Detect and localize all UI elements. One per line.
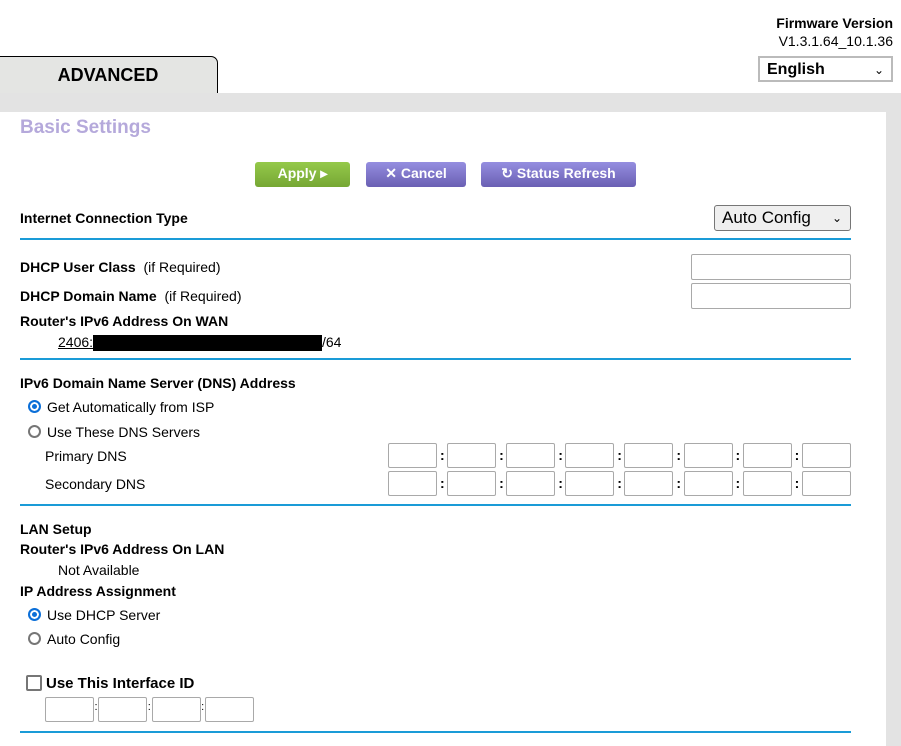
cancel-label: Cancel xyxy=(400,165,447,181)
colon-separator: : xyxy=(499,475,504,491)
primary-dns-segment-input[interactable] xyxy=(801,443,851,468)
colon-separator: : xyxy=(735,475,741,491)
colon-separator: : xyxy=(147,701,151,713)
colon-separator: : xyxy=(617,475,622,491)
close-icon: ✕ xyxy=(385,165,397,181)
lan-address-label: Router's IPv6 Address On LAN xyxy=(20,541,225,557)
status-refresh-button[interactable]: ↻ Status Refresh xyxy=(481,162,636,187)
interface-id-segment-input[interactable] xyxy=(45,697,94,722)
connection-type-value: Auto Config xyxy=(722,208,811,227)
chevron-down-icon: ⌄ xyxy=(831,211,842,225)
secondary-dns-segment-input[interactable] xyxy=(801,471,851,496)
colon-separator: : xyxy=(440,447,445,463)
colon-separator: : xyxy=(558,447,563,463)
lan-address-value: Not Available xyxy=(58,562,140,578)
primary-dns-segment-input[interactable] xyxy=(447,443,497,468)
dhcp-user-class-label: DHCP User Class xyxy=(20,259,136,275)
colon-separator: : xyxy=(94,701,98,713)
colon-separator: : xyxy=(558,475,563,491)
colon-separator: : xyxy=(794,447,800,463)
colon-separator: : xyxy=(201,701,205,713)
secondary-dns-label: Secondary DNS xyxy=(45,476,146,492)
divider xyxy=(20,504,851,506)
colon-separator: : xyxy=(440,475,445,491)
colon-separator: : xyxy=(676,447,682,463)
divider xyxy=(20,358,851,360)
dns-auto-label: Get Automatically from ISP xyxy=(47,399,215,415)
scroll-strip xyxy=(886,112,901,746)
colon-separator: : xyxy=(499,447,504,463)
dns-title: IPv6 Domain Name Server (DNS) Address xyxy=(20,375,296,391)
secondary-dns-segment-input[interactable] xyxy=(506,471,556,496)
secondary-dns-segment-input[interactable] xyxy=(683,471,733,496)
lan-setup-title: LAN Setup xyxy=(20,521,92,537)
secondary-dns-segment-input[interactable] xyxy=(742,471,792,496)
auto-config-radio[interactable] xyxy=(28,632,41,645)
wan-address-suffix: /64 xyxy=(322,334,342,350)
dhcp-domain-name-label: DHCP Domain Name xyxy=(20,288,157,304)
primary-dns-segment-input[interactable] xyxy=(388,443,437,468)
refresh-icon: ↻ xyxy=(501,165,514,181)
interface-id-checkbox[interactable] xyxy=(26,675,42,691)
dns-auto-radio[interactable] xyxy=(28,400,41,413)
divider xyxy=(20,731,851,733)
apply-button[interactable]: Apply ▸ xyxy=(255,162,350,187)
secondary-dns-segment-input[interactable] xyxy=(447,471,497,496)
interface-id-segment-input[interactable] xyxy=(204,697,254,722)
language-select[interactable]: English ⌄ xyxy=(758,56,893,82)
cancel-button[interactable]: ✕ Cancel xyxy=(366,162,466,187)
primary-dns-label: Primary DNS xyxy=(45,448,127,464)
redaction-bar xyxy=(93,335,322,351)
colon-separator: : xyxy=(676,475,682,491)
secondary-dns-segment-input[interactable] xyxy=(624,471,674,496)
hint: (if Required) xyxy=(143,259,221,275)
primary-dns-segment-input[interactable] xyxy=(565,443,615,468)
interface-id-label: Use This Interface ID xyxy=(46,675,195,692)
colon-separator: : xyxy=(735,447,741,463)
secondary-dns-segment-input[interactable] xyxy=(565,471,615,496)
primary-dns-segment-input[interactable] xyxy=(742,443,792,468)
secondary-dns-segment-input[interactable] xyxy=(388,471,437,496)
primary-dns-segment-input[interactable] xyxy=(506,443,556,468)
dns-manual-label: Use These DNS Servers xyxy=(47,424,201,440)
dhcp-user-class-input[interactable] xyxy=(691,254,851,280)
tab-band xyxy=(0,93,901,112)
dhcp-server-label: Use DHCP Server xyxy=(47,607,161,623)
tab-advanced[interactable]: ADVANCED xyxy=(0,56,218,94)
wan-address-label: Router's IPv6 Address On WAN xyxy=(20,313,229,329)
connection-type-label: Internet Connection Type xyxy=(20,210,188,226)
wan-address-prefix: 2406: xyxy=(58,334,94,350)
colon-separator: : xyxy=(617,447,622,463)
divider xyxy=(20,238,851,240)
interface-id-segment-input[interactable] xyxy=(151,697,201,722)
auto-config-label: Auto Config xyxy=(47,631,121,647)
primary-dns-segment-input[interactable] xyxy=(624,443,674,468)
connection-type-select[interactable]: Auto Config ⌄ xyxy=(714,205,851,231)
dhcp-server-radio[interactable] xyxy=(28,608,41,621)
dhcp-domain-name-input[interactable] xyxy=(691,283,851,309)
page-title: Basic Settings xyxy=(20,117,151,138)
firmware-version: V1.3.1.64_10.1.36 xyxy=(778,33,893,49)
ip-assignment-label: IP Address Assignment xyxy=(20,583,176,599)
interface-id-segment-input[interactable] xyxy=(98,697,148,722)
colon-separator: : xyxy=(794,475,800,491)
chevron-down-icon: ⌄ xyxy=(873,63,884,77)
primary-dns-segment-input[interactable] xyxy=(683,443,733,468)
refresh-label: Status Refresh xyxy=(516,165,616,181)
language-value: English xyxy=(767,61,825,78)
firmware-label: Firmware Version xyxy=(776,15,893,31)
dns-manual-radio[interactable] xyxy=(28,425,41,438)
hint: (if Required) xyxy=(164,288,242,304)
